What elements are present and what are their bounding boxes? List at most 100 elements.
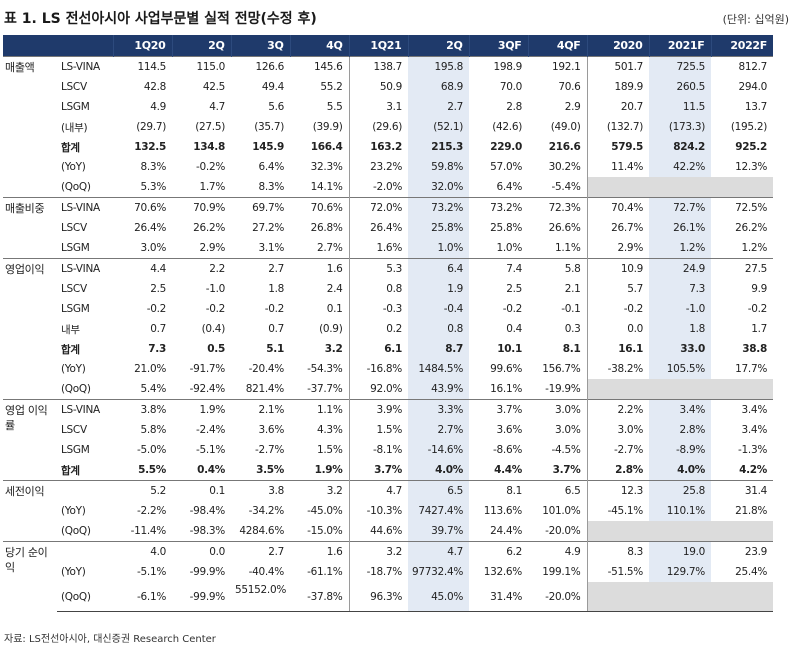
value-cell: -8.1%: [348, 440, 408, 460]
value-cell: 3.7%: [348, 460, 408, 481]
value-cell: -0.1: [561, 303, 581, 315]
value-cell: 3.0%: [555, 424, 581, 436]
value-cell: 2.9: [564, 101, 581, 113]
value-cell: 7.3: [649, 279, 711, 299]
value-cell: 57.0%: [490, 161, 522, 173]
value-cell: (0.9): [319, 323, 343, 335]
value-cell: 24.9: [649, 258, 711, 279]
value-cell: 5.8: [528, 258, 587, 279]
value-cell: 2.5: [150, 283, 166, 295]
value-cell: 14.1%: [310, 181, 343, 193]
value-cell: 1.6%: [348, 238, 408, 259]
value-cell: 30.2%: [548, 161, 581, 173]
value-cell: 44.6%: [348, 521, 408, 542]
value-cell: -45.0%: [307, 505, 343, 517]
value-cell: 26.2%: [735, 222, 767, 234]
value-cell: 4284.6%: [239, 525, 284, 537]
value-cell: -51.5%: [586, 562, 649, 582]
value-cell: [586, 521, 649, 542]
value-cell: 13.7: [744, 101, 767, 113]
value-cell: 42.8: [143, 81, 166, 93]
value-cell: 0.1: [172, 480, 231, 501]
value-cell: 12.3%: [735, 161, 767, 173]
value-cell: 4.7: [408, 541, 469, 562]
value-cell: 32.0%: [408, 177, 469, 198]
table-row: (YoY) 8.3% -0.2% 6.4% 32.3% 23.2% 59.8% 57.0% 30…: [3, 157, 773, 177]
value-cell: 72.0%: [348, 197, 408, 218]
value-cell: 6.4%: [258, 161, 285, 173]
row-sub-label: 합계: [61, 141, 80, 154]
value-cell: 73.2%: [408, 197, 469, 218]
table-row: (YoY) 21.0% -91.7% -20.4% -54.3% -16.8% 1484.5…: [3, 359, 773, 379]
value-cell: -0.2: [146, 303, 167, 315]
value-cell: 925.2: [735, 141, 767, 153]
value-cell: 0.7: [150, 323, 166, 335]
value-cell: 1.7%: [199, 181, 226, 193]
value-cell: -6.1%: [113, 582, 172, 612]
value-cell: 129.7%: [649, 562, 711, 582]
value-cell: 19.0: [649, 541, 711, 562]
value-cell: 31.4%: [469, 582, 528, 612]
value-cell: 5.8%: [140, 424, 167, 436]
value-cell: 2.7%: [408, 420, 469, 440]
row-sub-label: LSGM: [61, 303, 90, 315]
value-cell: -14.6%: [408, 440, 469, 460]
value-cell: 5.4%: [140, 383, 167, 395]
table-row: 당기 순이익 4.0 0.0 2.7 1.6 3.2 4.7 6.2 4.9 8.3 19.0 23.…: [3, 541, 773, 612]
value-cell: -99.9%: [189, 566, 226, 578]
value-cell: 24.4%: [490, 525, 522, 537]
value-cell: 1484.5%: [408, 359, 469, 379]
value-cell: -98.4%: [189, 505, 226, 517]
value-cell: -20.0%: [545, 525, 581, 537]
header-cell: 2Q: [407, 35, 469, 57]
value-cell: -37.8%: [290, 582, 349, 612]
value-cell: 70.6%: [290, 197, 349, 218]
value-cell: 0.8: [408, 319, 469, 339]
row-sub-label: LS-VINA: [57, 399, 113, 420]
table-row: (QoQ) 5.3% 1.7% 8.3% 14.1% -2.0% 32.0% 6.4% -5.4…: [3, 177, 773, 198]
value-cell: 189.9: [586, 77, 649, 97]
value-cell: -45.1%: [586, 501, 649, 521]
value-cell: 1.9%: [314, 464, 343, 476]
table-row: LSGM -5.0% -5.1% -2.7% 1.5% -8.1% -14.6% -8.6% -…: [3, 440, 773, 460]
value-cell: 2.2: [172, 258, 231, 279]
table-row: 합계 5.5% 0.4% 3.5% 1.9% 3.7% 4.0% 4.4% 3.7% 2.8% 4.…: [3, 460, 773, 481]
value-cell: 0.4: [506, 323, 522, 335]
value-cell: 96.3%: [348, 582, 408, 612]
value-cell: 132.5: [134, 141, 166, 153]
value-cell: 26.1%: [649, 218, 711, 238]
value-cell: 50.9: [348, 77, 408, 97]
value-cell: 25.8: [649, 480, 711, 501]
value-cell: 8.3%: [258, 181, 285, 193]
value-cell: [711, 379, 773, 400]
value-cell: 42.2%: [649, 157, 711, 177]
value-cell: 9.9: [751, 283, 767, 295]
value-cell: 4.4%: [494, 464, 522, 476]
value-cell: 1.5%: [317, 444, 343, 456]
value-cell: 3.0%: [140, 242, 167, 254]
value-cell: 1.7: [751, 323, 767, 335]
value-cell: [586, 177, 649, 198]
value-cell: 31.4: [711, 480, 773, 501]
value-cell: 4.0: [113, 541, 172, 562]
value-cell: 5.6: [268, 101, 284, 113]
value-cell: 26.2%: [193, 222, 225, 234]
value-cell: 114.5: [113, 56, 172, 77]
header-row: 1Q20 2Q 3Q 4Q 1Q21 2Q 3QF 4QF 2020 2021F…: [3, 35, 773, 57]
row-sub-label: (YoY): [61, 363, 86, 375]
value-cell: 501.7: [586, 56, 649, 77]
value-cell: [649, 582, 711, 612]
table-row: LSGM 4.9 4.7 5.6 5.5 3.1 2.7 2.8 2.9 20.7 11.5 13.7: [3, 97, 773, 117]
row-sub-label: LSCV: [61, 81, 87, 93]
value-cell: 101.0%: [542, 505, 581, 517]
value-cell: 55152.0%: [231, 582, 290, 612]
value-cell: 2.7: [231, 258, 290, 279]
value-cell: 45.0%: [408, 582, 469, 612]
value-cell: 3.4%: [649, 399, 711, 420]
row-sub-label: (QoQ): [57, 582, 113, 612]
value-cell: 216.6: [548, 141, 581, 153]
header-cell: 3Q: [230, 35, 290, 57]
value-cell: -5.1%: [196, 444, 225, 456]
header-cell: 4QF: [527, 35, 587, 57]
table-row: LSCV 5.8% -2.4% 3.6% 4.3% 1.5% 2.7% 3.6% 3.0% 3.0…: [3, 420, 773, 440]
